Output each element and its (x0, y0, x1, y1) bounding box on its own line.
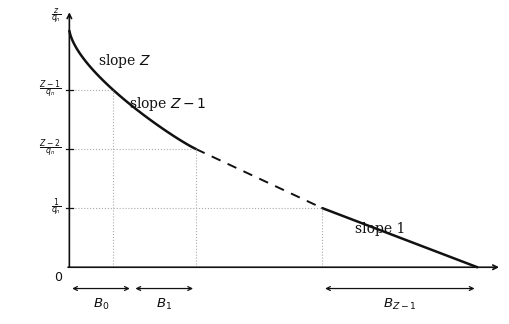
Text: slope $Z$: slope $Z$ (98, 52, 151, 70)
Text: $\frac{Z-1}{q_n}$: $\frac{Z-1}{q_n}$ (39, 78, 61, 101)
Text: $\frac{z}{q_n}$: $\frac{z}{q_n}$ (50, 7, 61, 27)
Text: $0$: $0$ (54, 271, 63, 284)
Text: $\frac{1}{q_n}$: $\frac{1}{q_n}$ (50, 197, 61, 219)
Text: $B_{Z-1}$: $B_{Z-1}$ (382, 297, 416, 312)
Text: slope $Z - 1$: slope $Z - 1$ (129, 95, 207, 113)
Text: $B_0$: $B_0$ (93, 297, 109, 312)
Text: $\frac{Z-2}{q_n}$: $\frac{Z-2}{q_n}$ (39, 138, 61, 160)
Text: slope 1: slope 1 (354, 222, 405, 236)
Text: $B_1$: $B_1$ (156, 297, 172, 312)
